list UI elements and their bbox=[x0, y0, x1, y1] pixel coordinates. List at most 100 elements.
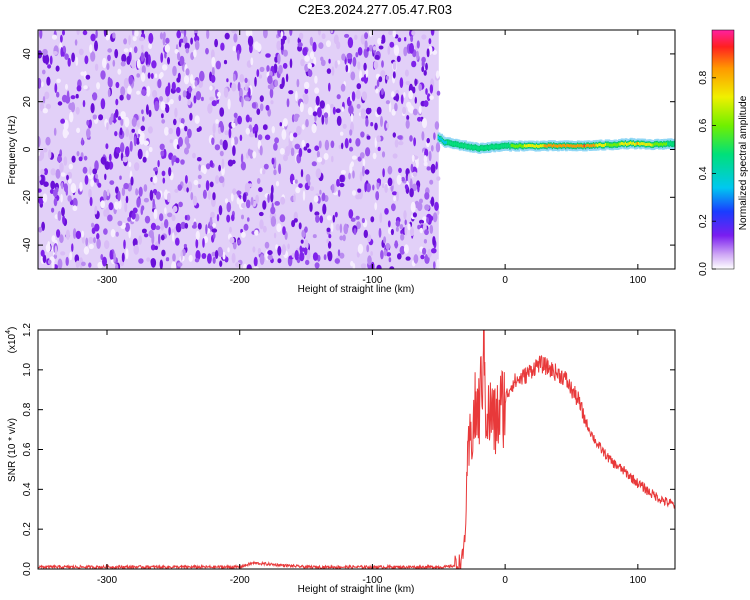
noise-cell bbox=[399, 224, 404, 230]
noise-cell bbox=[274, 201, 281, 206]
noise-cell bbox=[339, 252, 345, 259]
noise-cell bbox=[380, 116, 383, 127]
figure-title: C2E3.2024.277.05.47.R03 bbox=[298, 2, 452, 17]
noise-cell bbox=[44, 91, 50, 100]
noise-cell bbox=[86, 119, 90, 126]
noise-cell bbox=[328, 58, 331, 64]
noise-cell bbox=[85, 74, 91, 80]
noise-cell bbox=[412, 86, 416, 94]
noise-cell bbox=[189, 74, 194, 84]
noise-cell bbox=[163, 148, 167, 159]
noise-cell bbox=[374, 137, 377, 148]
noise-cell bbox=[81, 230, 85, 238]
noise-cell bbox=[430, 145, 434, 152]
noise-cell bbox=[366, 244, 370, 253]
noise-cell bbox=[115, 231, 119, 237]
y-tick-label: 1.0 bbox=[22, 362, 33, 376]
noise-cell bbox=[180, 159, 185, 165]
noise-cell bbox=[340, 170, 346, 175]
noise-cell bbox=[413, 137, 416, 147]
noise-cell bbox=[88, 236, 94, 244]
signal-core bbox=[489, 145, 493, 149]
noise-cell bbox=[162, 36, 166, 46]
noise-cell bbox=[109, 180, 115, 186]
noise-cell bbox=[418, 219, 425, 224]
noise-cell bbox=[134, 162, 140, 171]
noise-cell bbox=[241, 214, 244, 220]
noise-cell bbox=[112, 59, 116, 67]
noise-cell bbox=[311, 161, 317, 167]
noise-cell bbox=[267, 108, 272, 117]
noise-cell bbox=[50, 168, 56, 176]
noise-cell bbox=[412, 171, 418, 177]
noise-cell bbox=[356, 103, 361, 109]
noise-cell bbox=[67, 177, 72, 184]
noise-cell bbox=[174, 188, 179, 193]
noise-cell bbox=[211, 228, 218, 233]
noise-cell bbox=[171, 214, 176, 222]
noise-cell bbox=[423, 161, 428, 167]
noise-cell bbox=[219, 260, 223, 268]
noise-cell bbox=[210, 74, 216, 83]
noise-cell bbox=[131, 128, 135, 133]
noise-cell bbox=[79, 181, 83, 192]
noise-cell bbox=[121, 187, 126, 197]
noise-cell bbox=[404, 219, 407, 226]
noise-cell bbox=[397, 135, 403, 140]
noise-cell bbox=[94, 40, 98, 52]
noise-cell bbox=[227, 247, 230, 253]
noise-cell bbox=[248, 30, 253, 38]
noise-cell bbox=[381, 89, 384, 96]
noise-cell bbox=[184, 214, 188, 221]
noise-cell bbox=[54, 83, 58, 94]
noise-cell bbox=[136, 58, 141, 69]
noise-cell bbox=[84, 55, 89, 65]
noise-cell bbox=[123, 48, 129, 53]
noise-cell bbox=[359, 171, 363, 182]
noise-cell bbox=[123, 38, 127, 45]
noise-cell bbox=[75, 56, 79, 66]
noise-cell bbox=[374, 202, 378, 211]
noise-cell bbox=[382, 37, 386, 43]
noise-cell bbox=[123, 77, 129, 89]
noise-cell bbox=[380, 250, 384, 260]
noise-cell bbox=[396, 55, 401, 63]
noise-cell bbox=[309, 51, 315, 60]
noise-cell bbox=[143, 233, 149, 238]
signal-core bbox=[558, 144, 562, 148]
noise-cell bbox=[267, 250, 273, 256]
noise-cell bbox=[270, 216, 277, 227]
noise-cell bbox=[60, 182, 64, 190]
noise-cell bbox=[267, 193, 270, 203]
noise-cell bbox=[316, 150, 320, 158]
noise-cell bbox=[65, 256, 69, 266]
noise-cell bbox=[177, 184, 183, 191]
noise-cell bbox=[90, 51, 96, 62]
noise-cell bbox=[233, 136, 239, 145]
noise-cell bbox=[49, 55, 53, 65]
noise-cell bbox=[152, 175, 158, 184]
noise-cell bbox=[291, 220, 296, 228]
noise-cell bbox=[248, 183, 253, 188]
noise-cell bbox=[45, 243, 51, 253]
noise-cell bbox=[124, 117, 130, 128]
x-tick-label: 100 bbox=[629, 275, 646, 286]
noise-cell bbox=[100, 156, 107, 165]
noise-cell bbox=[398, 167, 402, 173]
noise-cell bbox=[298, 32, 304, 40]
noise-cell bbox=[246, 264, 252, 269]
noise-cell bbox=[289, 30, 293, 36]
noise-cell bbox=[326, 40, 331, 48]
noise-cell bbox=[317, 30, 321, 36]
noise-cell bbox=[360, 263, 367, 269]
noise-cell bbox=[109, 249, 113, 260]
noise-cell bbox=[201, 253, 207, 259]
noise-cell bbox=[90, 33, 96, 42]
noise-cell bbox=[214, 144, 221, 151]
noise-cell bbox=[148, 146, 153, 153]
noise-cell bbox=[151, 60, 157, 69]
noise-cell bbox=[75, 260, 80, 268]
noise-cell bbox=[365, 147, 371, 157]
noise-cell bbox=[393, 44, 400, 56]
noise-cell bbox=[279, 122, 283, 127]
